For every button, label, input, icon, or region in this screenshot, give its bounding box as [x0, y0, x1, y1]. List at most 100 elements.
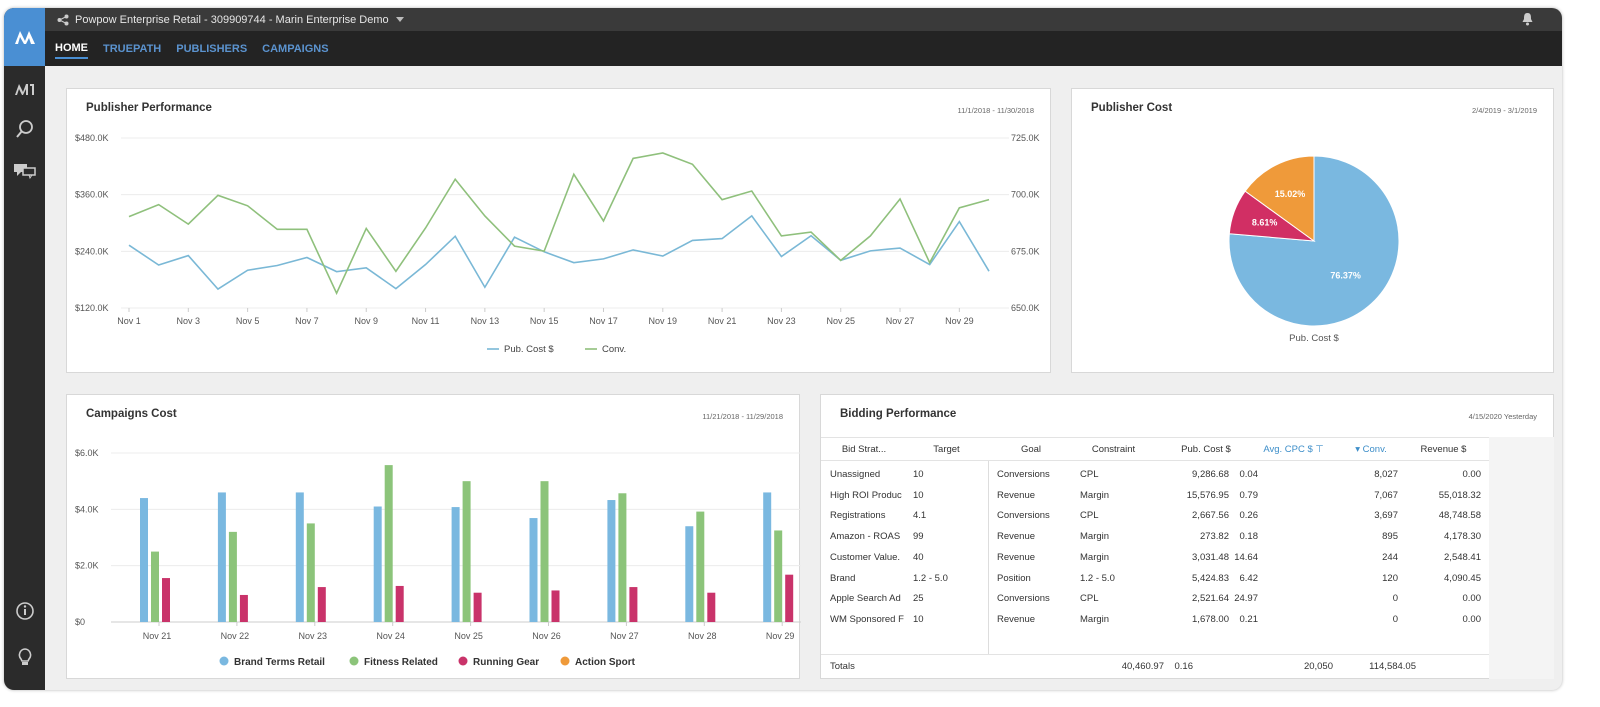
column-header-1[interactable]: Target: [933, 444, 960, 455]
marin-mark-icon: [15, 84, 34, 95]
column-header-5[interactable]: Avg. CPC $ ⊤: [1263, 444, 1324, 455]
x-tick-label: Nov 29: [945, 316, 974, 326]
y-left-tick-label: $480.0K: [75, 133, 109, 143]
bar-running-gear: [473, 592, 482, 622]
table-cell: 1,678.00: [1192, 613, 1229, 625]
search-icon: [16, 120, 33, 138]
legend-label: Conv.: [602, 344, 626, 355]
tab-truepath[interactable]: TRUEPATH: [103, 42, 162, 55]
table-cell: 14.64: [1234, 551, 1258, 563]
table-cell: 55,018.32: [1438, 489, 1481, 501]
chevron-down-icon[interactable]: [395, 17, 404, 22]
table-cell: 1.2 - 5.0: [913, 572, 948, 584]
bar-brand-terms-retail: [217, 492, 226, 622]
bar-running-gear: [629, 587, 638, 622]
bar-brand-terms-retail: [607, 500, 616, 622]
table-cell[interactable]: Apple Search Ad: [830, 593, 901, 605]
sidebar-info-button[interactable]: [12, 600, 38, 622]
account-title-bar[interactable]: Powpow Enterprise Retail - 309909744 - M…: [45, 8, 1562, 31]
y-tick-label: $4.0K: [75, 504, 99, 514]
table-cell: 895: [1382, 531, 1398, 543]
legend-label: Fitness Related: [364, 657, 438, 668]
sidebar: [4, 8, 45, 690]
column-header-0[interactable]: Bid Strat...: [841, 444, 887, 455]
y-tick-label: $6.0K: [75, 448, 99, 458]
bar-fitness-related: [540, 481, 549, 622]
table-cell: 6.42: [1239, 572, 1259, 584]
sidebar-ideas-button[interactable]: [12, 646, 38, 668]
bar-running-gear: [317, 587, 326, 622]
tab-campaigns[interactable]: CAMPAIGNS: [262, 42, 329, 55]
bar-running-gear: [239, 594, 248, 622]
bar-fitness-related: [384, 465, 393, 622]
legend-label: Pub. Cost $: [504, 344, 554, 355]
table-cell: CPL: [1080, 593, 1099, 605]
table-cell: Margin: [1080, 489, 1110, 501]
legend-label: Brand Terms Retail: [234, 657, 325, 668]
bar-fitness-related: [228, 531, 237, 622]
pie-chart: 76.37% 8.61% 15.02% Pub. Cost $: [1228, 155, 1400, 344]
table-cell: 120: [1382, 572, 1398, 584]
table-cell: Conversions: [997, 593, 1050, 605]
tab-home[interactable]: HOME: [55, 39, 88, 59]
table-cell: Revenue: [997, 531, 1036, 543]
table-cell[interactable]: WM Sponsored F: [830, 613, 904, 625]
column-header-2[interactable]: Goal: [1020, 444, 1042, 455]
y-right-tick-label: 650.0K: [1011, 303, 1040, 313]
bar-chart: $0 $2.0K $4.0K $6.0K Nov 21 Nov 22 Nov 23 Nov 2…: [75, 448, 801, 668]
sidebar-marin-button[interactable]: [12, 78, 38, 100]
table-cell: CPL: [1080, 469, 1099, 480]
table-cell: 4,178.30: [1444, 531, 1481, 543]
tab-publishers[interactable]: PUBLISHERS: [176, 42, 248, 55]
share-icon: [57, 14, 69, 25]
table-cell: 24.97: [1234, 593, 1258, 605]
x-tick-label: Nov 25: [454, 631, 483, 641]
table-cell: 40: [913, 551, 924, 563]
table-cell: 0.79: [1239, 489, 1259, 501]
table-cell: 5,424.83: [1192, 572, 1229, 584]
pie-slice: [1228, 155, 1400, 327]
y-right-tick-label: 675.0K: [1011, 246, 1040, 256]
column-header-7[interactable]: Revenue $: [1420, 444, 1467, 455]
date-range: 4/15/2020 Yesterday: [1468, 412, 1537, 421]
table-cell[interactable]: Unassigned: [830, 469, 881, 480]
bell-icon[interactable]: [1521, 12, 1534, 26]
table-cell: 0: [1392, 613, 1398, 625]
publisher-performance-panel: Publisher Performance 11/1/2018 - 11/30/…: [66, 88, 1051, 373]
column-header-3[interactable]: Constraint: [1091, 444, 1136, 455]
bar-running-gear: [785, 574, 794, 622]
table-cell: 15,576.95: [1186, 489, 1229, 501]
table-cell: 9,286.68: [1192, 469, 1229, 480]
bar-brand-terms-retail: [763, 492, 772, 622]
table-cell[interactable]: Registrations: [830, 510, 886, 522]
scrollbar[interactable]: [1489, 437, 1554, 679]
y-right-tick-label: 725.0K: [1011, 133, 1040, 143]
table-cell: 244: [1382, 551, 1398, 563]
table-cell[interactable]: High ROI Produc: [830, 489, 902, 501]
sidebar-search-button[interactable]: [12, 118, 38, 140]
table-cell: 0.26: [1239, 510, 1259, 522]
table-cell[interactable]: Amazon - ROAS: [830, 531, 901, 543]
table-cell: 10: [913, 613, 924, 625]
table-cell: 2,548.41: [1444, 551, 1481, 563]
table-cell: 3,697: [1374, 510, 1398, 522]
frozen-column-divider: [988, 461, 989, 654]
series-line-pub-cost: [128, 214, 990, 291]
pie-slice: [1244, 155, 1315, 242]
x-tick-label: Nov 1: [117, 316, 141, 326]
column-header-6[interactable]: ▾ Conv.: [1355, 444, 1387, 455]
table-cell: 2,667.56: [1192, 510, 1229, 522]
table-cell: Margin: [1080, 613, 1110, 625]
column-header-4[interactable]: Pub. Cost $: [1181, 444, 1231, 455]
x-tick-label: Nov 27: [610, 631, 639, 641]
x-tick-label: Nov 15: [530, 316, 559, 326]
sidebar-chat-button[interactable]: [12, 160, 38, 182]
table-cell[interactable]: Brand: [830, 572, 856, 584]
y-left-tick-label: $360.0K: [75, 190, 109, 200]
marin-logo[interactable]: [4, 8, 45, 66]
x-tick-label: Nov 22: [221, 631, 250, 641]
table-cell[interactable]: Customer Value.: [830, 551, 901, 563]
table-cell: 0.21: [1239, 613, 1259, 625]
bar-fitness-related: [618, 493, 627, 622]
y-left-tick-label: $120.0K: [75, 303, 109, 313]
